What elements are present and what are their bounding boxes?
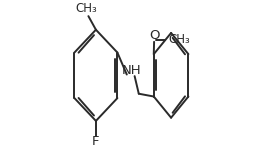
- Text: NH: NH: [121, 64, 141, 77]
- Text: O: O: [149, 29, 159, 42]
- Text: CH₃: CH₃: [76, 2, 97, 15]
- Text: CH₃: CH₃: [168, 33, 190, 46]
- Text: F: F: [92, 135, 100, 148]
